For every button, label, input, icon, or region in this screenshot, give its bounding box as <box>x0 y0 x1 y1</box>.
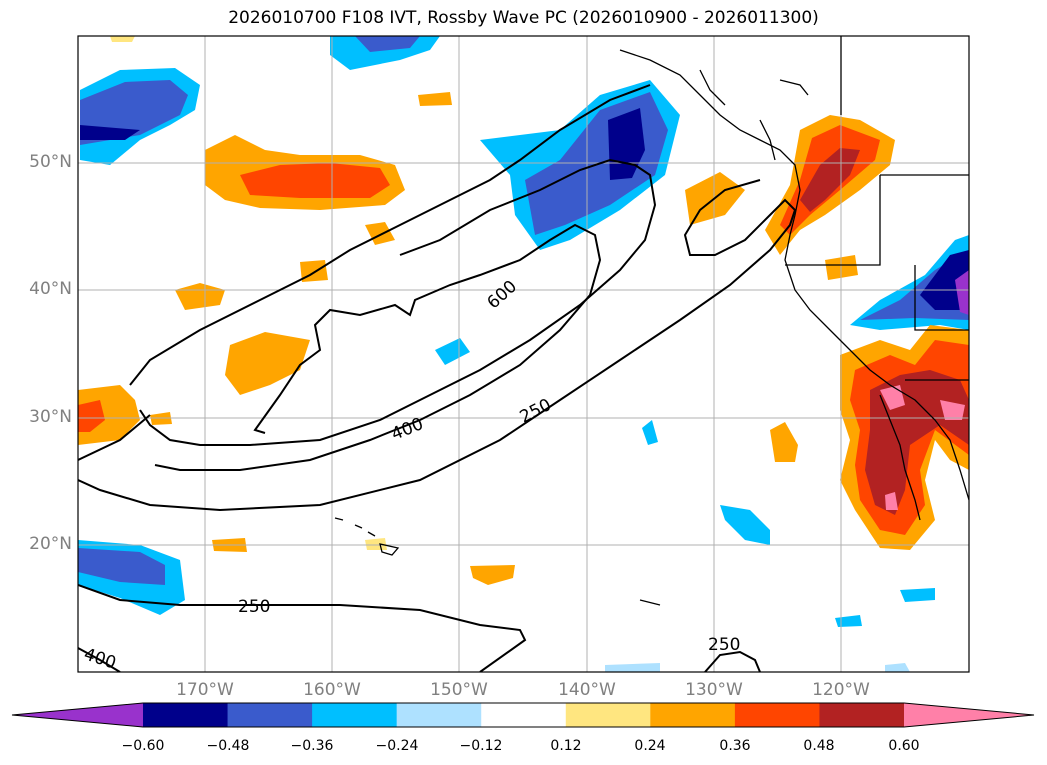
lat-label-30n: 30°N <box>29 407 72 427</box>
colorbar-segment <box>143 703 229 727</box>
colorbar-tick-label: −0.24 <box>375 738 419 754</box>
coastlines <box>334 36 969 606</box>
lat-label-40n: 40°N <box>29 279 72 299</box>
lat-label-20n: 20°N <box>29 534 72 554</box>
map-title: 2026010700 F108 IVT, Rossby Wave PC (202… <box>228 8 819 28</box>
colorbar-tick-label: 0.36 <box>719 738 751 754</box>
lon-label-150w: 150°W <box>430 680 488 700</box>
colorbar-tick-label: 0.48 <box>803 738 835 754</box>
colorbar-extend-high <box>904 703 1034 727</box>
colorbar-segment <box>734 703 820 727</box>
colorbar-tick-label: −0.60 <box>121 738 165 754</box>
lat-label-50n: 50°N <box>29 152 72 172</box>
negative-anomaly-areas <box>78 36 969 672</box>
colorbar-segment <box>396 703 482 727</box>
map-content <box>78 36 969 672</box>
lon-label-170w: 170°W <box>176 680 234 700</box>
colorbar-tick-label: −0.48 <box>206 738 250 754</box>
colorbar <box>11 702 1035 728</box>
colorbar-tick-label: −0.12 <box>459 738 503 754</box>
colorbar-tick-label: 0.60 <box>888 738 920 754</box>
colorbar-tick-label: 0.12 <box>550 738 582 754</box>
colorbar-segment <box>650 703 736 727</box>
colorbar-segment <box>227 703 313 727</box>
colorbar-segment <box>819 703 905 727</box>
contour-label-250-south: 250 <box>238 597 270 617</box>
colorbar-tick-label: −0.36 <box>290 738 334 754</box>
lon-label-120w: 120°W <box>812 680 870 700</box>
colorbar-segment <box>481 703 567 727</box>
ivt-contours <box>78 84 797 672</box>
colorbar-tick-label: 0.24 <box>634 738 666 754</box>
colorbar-extend-low <box>12 703 143 727</box>
lon-label-160w: 160°W <box>303 680 361 700</box>
colorbar-outline <box>11 702 1035 728</box>
colorbar-segments <box>12 703 1034 727</box>
map-frame <box>77 35 970 673</box>
contour-label-250-southeast: 250 <box>708 635 740 655</box>
lon-label-130w: 130°W <box>685 680 743 700</box>
colorbar-segment <box>565 703 651 727</box>
lon-label-140w: 140°W <box>558 680 616 700</box>
colorbar-segment <box>312 703 398 727</box>
gridlines <box>78 36 969 672</box>
